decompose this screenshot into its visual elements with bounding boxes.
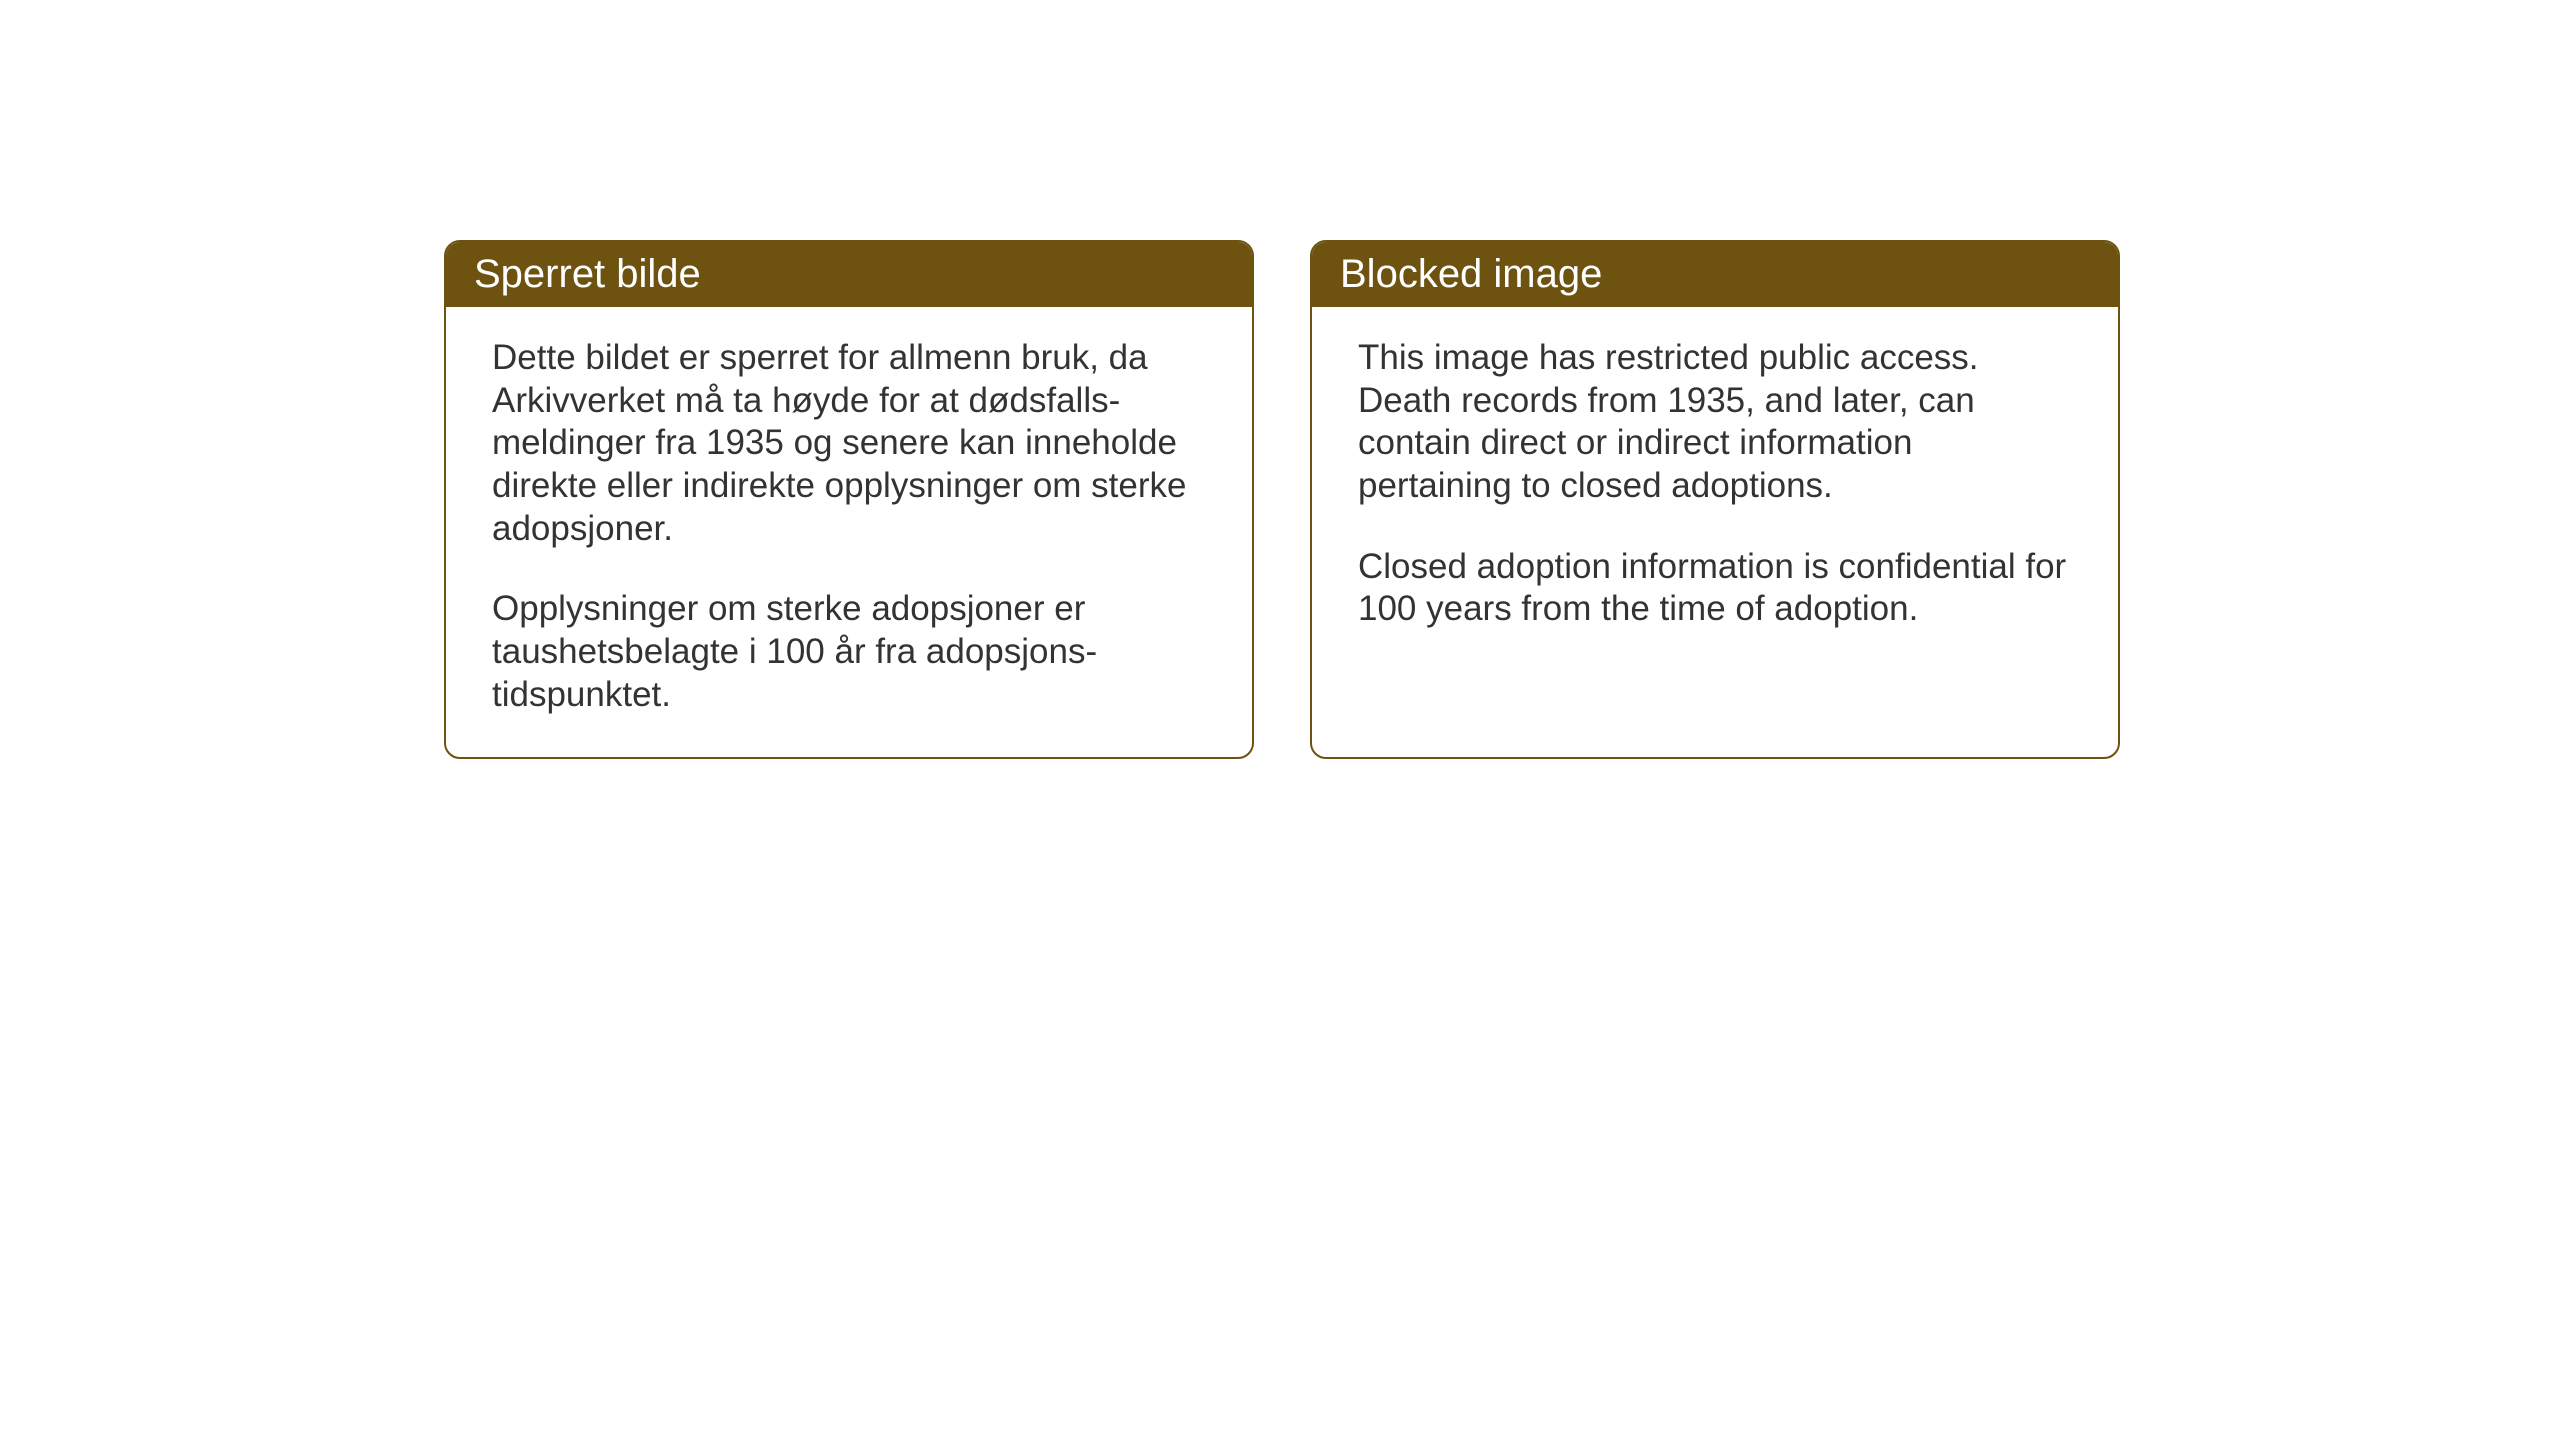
notice-card-norwegian: Sperret bilde Dette bildet er sperret fo… (444, 240, 1254, 759)
notice-container: Sperret bilde Dette bildet er sperret fo… (444, 240, 2120, 759)
paragraph-norwegian-1: Dette bildet er sperret for allmenn bruk… (492, 337, 1206, 550)
card-body-norwegian: Dette bildet er sperret for allmenn bruk… (446, 307, 1252, 757)
card-title-norwegian: Sperret bilde (446, 242, 1252, 307)
card-title-english: Blocked image (1312, 242, 2118, 307)
paragraph-norwegian-2: Opplysninger om sterke adopsjoner er tau… (492, 588, 1206, 716)
notice-card-english: Blocked image This image has restricted … (1310, 240, 2120, 759)
paragraph-english-1: This image has restricted public access.… (1358, 337, 2072, 508)
paragraph-english-2: Closed adoption information is confident… (1358, 546, 2072, 631)
card-body-english: This image has restricted public access.… (1312, 307, 2118, 757)
